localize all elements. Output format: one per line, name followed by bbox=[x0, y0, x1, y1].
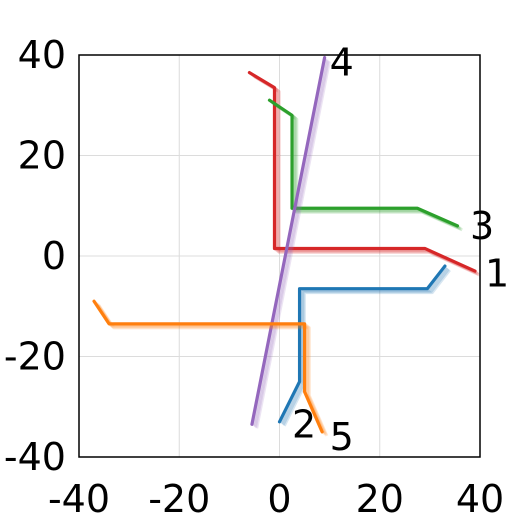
series-2-shade bbox=[281, 268, 450, 426]
series-4 bbox=[250, 55, 331, 429]
series-5-shade bbox=[97, 304, 329, 437]
series-3-line bbox=[267, 98, 460, 228]
tick-labels: -40 -20 0 20 40 40 20 0 -20 -40 bbox=[4, 33, 504, 521]
x-tick-label: 0 bbox=[267, 477, 291, 521]
series-label-1: 1 bbox=[485, 252, 509, 296]
series-4-shade bbox=[254, 60, 330, 428]
series-labels: 1 2 3 4 5 bbox=[292, 41, 509, 459]
series-4-line bbox=[250, 55, 327, 426]
y-tick-label: 40 bbox=[18, 33, 66, 77]
y-tick-label: 0 bbox=[42, 234, 66, 278]
series-5 bbox=[92, 299, 329, 437]
series-1-line bbox=[247, 70, 477, 273]
series-1-shade bbox=[249, 72, 477, 274]
trajectories bbox=[92, 55, 481, 437]
series-2-line bbox=[277, 264, 447, 424]
series-2-shade bbox=[280, 267, 449, 425]
series-1-shade bbox=[251, 73, 479, 275]
series-label-2: 2 bbox=[292, 402, 316, 446]
series-4-shade bbox=[255, 61, 331, 429]
x-tick-label: -40 bbox=[48, 477, 110, 521]
y-tick-label: -40 bbox=[4, 435, 66, 479]
x-tick-label: -20 bbox=[148, 477, 210, 521]
series-label-4: 4 bbox=[330, 41, 354, 85]
y-tick-label: 20 bbox=[18, 134, 66, 178]
series-1 bbox=[247, 70, 481, 277]
series-2 bbox=[277, 264, 451, 427]
plot-frame bbox=[78, 54, 481, 458]
series-2-shade bbox=[282, 269, 451, 427]
series-5-line bbox=[92, 299, 324, 434]
x-tick-label: 40 bbox=[456, 477, 504, 521]
series-4-shade bbox=[252, 59, 329, 427]
x-tick-label: 20 bbox=[356, 477, 404, 521]
y-tick-label: -20 bbox=[4, 335, 66, 379]
series-label-3: 3 bbox=[470, 204, 494, 248]
series-label-5: 5 bbox=[330, 415, 354, 459]
